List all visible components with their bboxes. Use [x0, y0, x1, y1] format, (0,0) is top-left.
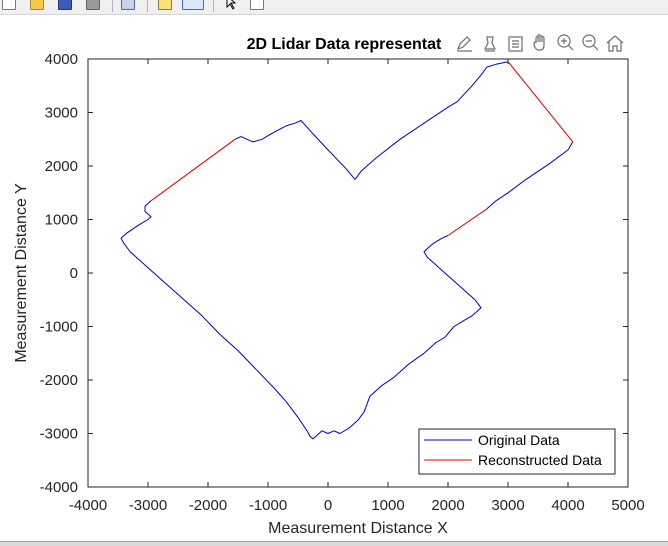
axes-toolbar — [456, 34, 624, 52]
y-tick-label: 0 — [70, 265, 78, 282]
brush-icon[interactable] — [456, 36, 472, 52]
x-tick-label: 3000 — [491, 497, 524, 514]
series-line-original-data — [120, 200, 482, 440]
y-tick-label: -4000 — [40, 479, 78, 496]
property-inspector-icon[interactable] — [250, 0, 264, 10]
toolbar-separator — [112, 0, 113, 12]
series-line-reconstructed-data — [507, 61, 574, 143]
open-file-icon[interactable] — [30, 0, 44, 10]
window-bottom-border — [0, 541, 668, 546]
x-tick-label: 4000 — [551, 497, 584, 514]
legend-label-reconstructed-data: Reconstructed Data — [478, 452, 602, 468]
y-tick-label: 2000 — [45, 158, 78, 175]
plot-area — [87, 58, 629, 488]
series-line-reconstructed-data — [447, 208, 488, 236]
y-tick-label: -2000 — [40, 372, 78, 389]
y-tick-label: 1000 — [45, 212, 78, 229]
chart-svg: -4000 -3000 -2000 -1000 0 1000 2000 3000 4000 500… — [13, 34, 645, 537]
save-icon[interactable] — [58, 0, 72, 10]
toolbar-separator — [213, 0, 214, 12]
zoom-out-icon[interactable] — [582, 34, 599, 51]
series-line-original-data — [234, 61, 509, 180]
y-tick-label: 4000 — [45, 51, 78, 68]
x-tick-label: -4000 — [69, 497, 107, 514]
y-axis-label: Measurement Distance Y — [13, 183, 30, 363]
legend-label-original-data: Original Data — [478, 432, 560, 448]
home-icon[interactable] — [606, 35, 624, 52]
y-tick-label: -1000 — [40, 319, 78, 336]
zoom-in-icon[interactable] — [557, 34, 574, 51]
print-icon[interactable] — [86, 0, 100, 10]
x-tick-label: 0 — [324, 497, 332, 514]
x-tick-label: 1000 — [371, 497, 404, 514]
x-tick-labels: -4000 -3000 -2000 -1000 0 1000 2000 3000 4000 500… — [69, 497, 645, 514]
series-line-original-data — [486, 141, 574, 210]
x-tick-label: -3000 — [129, 497, 167, 514]
y-tick-label: 3000 — [45, 105, 78, 122]
series-layer — [120, 61, 574, 440]
x-tick-label: -1000 — [249, 497, 287, 514]
new-figure-icon[interactable] — [2, 0, 16, 10]
data-cursor-icon[interactable] — [484, 36, 496, 52]
y-tick-labels: -4000 -3000 -2000 -1000 0 1000 2000 3000 4000 — [40, 51, 78, 496]
x-tick-label: -2000 — [189, 497, 227, 514]
legend-box — [418, 428, 616, 475]
series-line-reconstructed-data — [150, 138, 236, 202]
toolbar-separator — [147, 0, 148, 12]
insert-colorbar-icon[interactable] — [158, 0, 172, 10]
figure-toolbar — [0, 0, 668, 15]
link-plot-icon[interactable] — [508, 36, 523, 52]
insert-legend-icon[interactable] — [182, 0, 204, 10]
tick-marks — [87, 58, 629, 488]
y-tick-label: -3000 — [40, 426, 78, 443]
chart-title: 2D Lidar Data representat — [247, 36, 442, 53]
figure-canvas: -4000 -3000 -2000 -1000 0 1000 2000 3000 4000 500… — [0, 15, 668, 541]
x-tick-label: 5000 — [611, 497, 644, 514]
link-icon[interactable] — [121, 0, 135, 10]
x-axis-label: Measurement Distance X — [268, 520, 448, 537]
pan-icon[interactable] — [533, 34, 545, 51]
legend: Original Data Reconstructed Data — [418, 428, 616, 475]
edit-plot-icon[interactable] — [224, 0, 238, 10]
x-tick-label: 2000 — [431, 497, 464, 514]
